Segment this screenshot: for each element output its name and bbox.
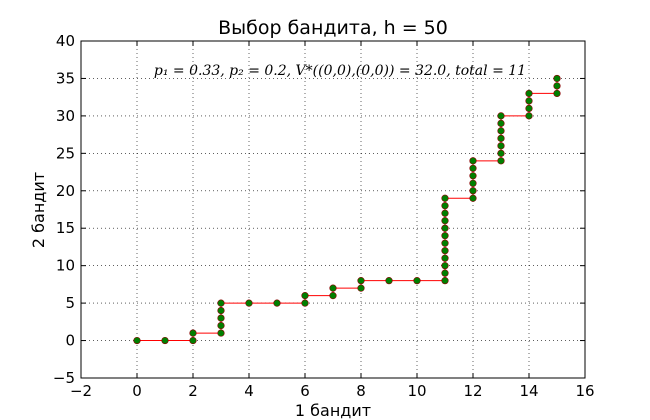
data-point: [217, 314, 225, 322]
tick-marks: [80, 40, 586, 379]
data-point: [357, 284, 365, 292]
data-point: [469, 194, 477, 202]
x-tick-label: 6: [300, 382, 310, 400]
data-point: [525, 104, 533, 112]
data-point: [357, 277, 365, 285]
data-point: [497, 127, 505, 135]
chart-annotation: p₁ = 0.33, p₂ = 0.2, V*((0,0),(0,0)) = 3…: [154, 63, 526, 79]
data-point: [245, 299, 253, 307]
data-point: [553, 82, 561, 90]
data-point: [441, 202, 449, 210]
trajectory-path: [137, 78, 558, 342]
data-point: [553, 74, 561, 83]
y-tick-label: 20: [56, 182, 75, 200]
data-point: [469, 164, 477, 172]
y-tick-label: 5: [65, 294, 75, 312]
data-point: [497, 119, 505, 127]
data-point: [441, 209, 449, 217]
x-tick-label: 16: [575, 382, 594, 400]
x-tick-labels: −2 0 2 4 6 8 10 12 14 16: [70, 382, 595, 400]
y-tick-label: 0: [65, 332, 75, 350]
x-axis-label: 1 бандит: [295, 401, 371, 420]
data-point: [217, 329, 225, 337]
data-point: [133, 336, 141, 345]
trajectory-points: [133, 74, 561, 345]
plot-frame: [80, 40, 586, 379]
data-point: [469, 172, 477, 180]
data-point: [497, 157, 505, 165]
chart-title: Выбор бандита, h = 50: [218, 17, 448, 39]
data-point: [189, 329, 197, 337]
data-point: [441, 247, 449, 255]
data-point: [189, 336, 197, 345]
data-point: [301, 292, 309, 300]
data-point: [413, 277, 421, 285]
data-point: [497, 142, 505, 150]
x-tick-label: 12: [463, 382, 482, 400]
y-tick-label: 30: [56, 107, 75, 125]
x-tick-label: 4: [244, 382, 254, 400]
y-axis-label: 2 бандит: [29, 172, 48, 248]
data-point: [161, 336, 169, 345]
data-point: [441, 224, 449, 232]
y-tick-label: −5: [53, 369, 75, 387]
y-tick-labels: −5 0 5 10 15 20 25 30 35 40: [53, 32, 75, 387]
trajectory-line: [137, 78, 558, 342]
data-point: [385, 277, 393, 285]
data-point: [441, 194, 449, 202]
data-point: [469, 179, 477, 187]
data-point: [469, 187, 477, 195]
x-tick-label: 2: [188, 382, 198, 400]
x-tick-label: 0: [132, 382, 142, 400]
data-point: [525, 112, 533, 120]
data-point: [525, 97, 533, 105]
x-tick-label: 10: [407, 382, 426, 400]
x-tick-label: 14: [519, 382, 538, 400]
data-point: [441, 217, 449, 225]
y-tick-label: 40: [56, 32, 75, 50]
data-point: [273, 299, 281, 307]
data-point: [217, 321, 225, 330]
data-point: [441, 262, 449, 270]
data-point: [217, 299, 225, 307]
y-tick-label: 15: [56, 219, 75, 237]
y-tick-label: 25: [56, 144, 75, 162]
data-point: [301, 299, 309, 307]
data-point: [497, 112, 505, 120]
data-point: [441, 254, 449, 262]
x-tick-label: 8: [356, 382, 366, 400]
data-point: [441, 239, 449, 247]
data-point: [441, 277, 449, 285]
data-point: [329, 284, 337, 292]
data-point: [329, 292, 337, 300]
x-tick-label: −2: [70, 382, 92, 400]
data-point: [497, 149, 505, 157]
data-point: [553, 89, 561, 98]
grid-lines: [80, 40, 586, 379]
y-tick-label: 10: [56, 257, 75, 275]
data-point: [525, 89, 533, 98]
y-tick-label: 35: [56, 69, 75, 87]
data-point: [217, 307, 225, 315]
data-point: [469, 157, 477, 165]
data-point: [441, 269, 449, 277]
data-point: [497, 134, 505, 142]
data-point: [441, 232, 449, 240]
